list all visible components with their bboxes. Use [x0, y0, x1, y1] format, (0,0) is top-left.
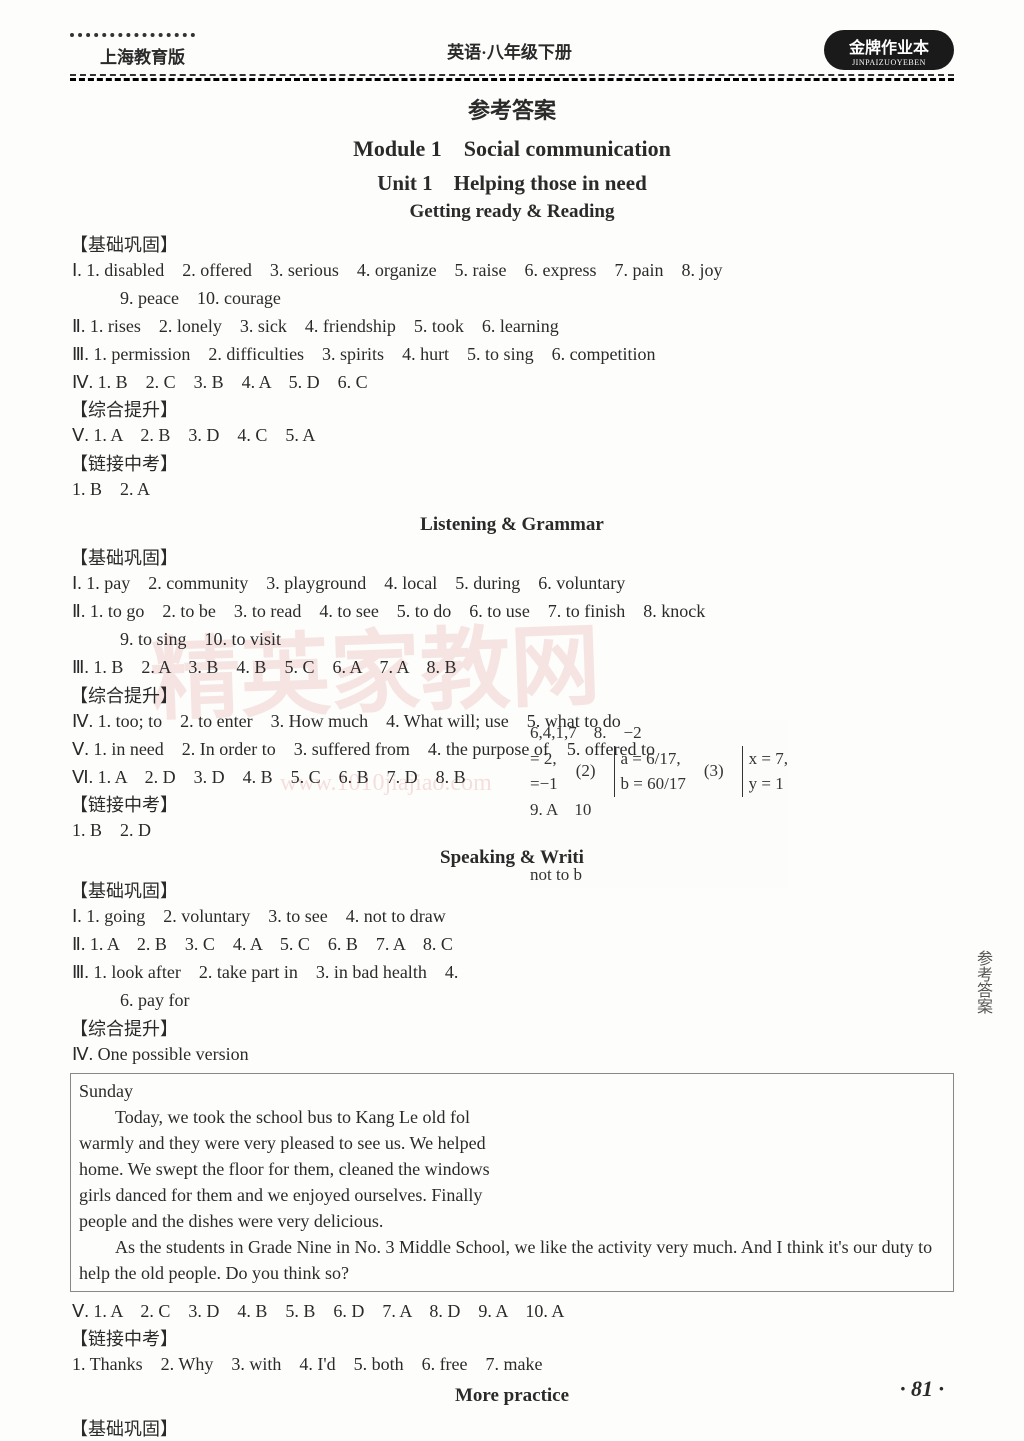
answer-text: Ⅱ. 1. to go 2. to be 3. to read 4. to se… — [70, 598, 954, 626]
answer-text: 1. B 2. A — [70, 476, 954, 504]
label-comp-2: 【综合提升】 — [70, 682, 954, 708]
essay-line: people and the dishes were very deliciou… — [79, 1208, 945, 1234]
answer-text: Ⅰ. 1. disabled 2. offered 3. serious 4. … — [70, 257, 954, 285]
label-basic-3: 【基础巩固】 — [70, 877, 954, 903]
answer-text: Ⅵ. 1. A 2. D 3. D 4. B 5. C 6. B 7. D 8.… — [70, 764, 954, 792]
badge-pinyin: JINPAIZUOYEBEN — [852, 58, 926, 67]
answer-text: Ⅲ. 1. look after 2. take part in 3. in b… — [70, 959, 954, 987]
page-header: 上海教育版 英语·八年级下册 金牌作业本 JINPAIZUOYEBEN — [70, 30, 954, 76]
header-subject: 英语·八年级下册 — [447, 38, 572, 63]
answer-text: Ⅴ. 1. A 2. C 3. D 4. B 5. B 6. D 7. A 8.… — [70, 1298, 954, 1326]
essay-line: As the students in Grade Nine in No. 3 M… — [79, 1234, 945, 1286]
answer-text: Ⅰ. 1. going 2. voluntary 3. to see 4. no… — [70, 903, 954, 931]
section-title-4: More practice — [70, 1385, 954, 1407]
answer-text: Ⅳ. One possible version — [70, 1041, 954, 1069]
label-comp-1: 【综合提升】 — [70, 396, 954, 422]
label-exam-1: 【链接中考】 — [70, 450, 954, 476]
answer-text: 1. B 2. D — [70, 817, 954, 845]
answer-text: Ⅰ. 1. pay 2. community 3. playground 4. … — [70, 570, 954, 598]
page-title: 参考答案 — [70, 93, 954, 125]
label-exam-2: 【链接中考】 — [70, 791, 954, 817]
label-basic-2: 【基础巩固】 — [70, 544, 954, 570]
answer-text: Ⅳ. 1. too; to 2. to enter 3. How much 4.… — [70, 708, 954, 736]
label-basic-4: 【基础巩固】 — [70, 1415, 954, 1441]
answer-text: 1. Thanks 2. Why 3. with 4. I'd 5. both … — [70, 1351, 954, 1379]
essay-box: Sunday Today, we took the school bus to … — [70, 1073, 954, 1292]
essay-line: girls danced for them and we enjoyed our… — [79, 1182, 945, 1208]
essay-day: Sunday — [79, 1078, 945, 1104]
side-label: 参考答案 — [970, 950, 994, 1014]
answer-text: 6. pay for — [70, 987, 954, 1015]
section-title-2: Listening & Grammar — [70, 514, 954, 536]
header-badge: 金牌作业本 JINPAIZUOYEBEN — [824, 30, 954, 70]
answer-text: Ⅳ. 1. B 2. C 3. B 4. A 5. D 6. C — [70, 369, 954, 397]
label-basic-1: 【基础巩固】 — [70, 231, 954, 257]
essay-line: Today, we took the school bus to Kang Le… — [79, 1104, 945, 1130]
label-exam-3: 【链接中考】 — [70, 1325, 954, 1351]
answer-text: Ⅲ. 1. B 2. A 3. B 4. B 5. C 6. A 7. A 8.… — [70, 654, 954, 682]
essay-line: home. We swept the floor for them, clean… — [79, 1156, 945, 1182]
label-comp-3: 【综合提升】 — [70, 1015, 954, 1041]
answer-text: Ⅴ. 1. A 2. B 3. D 4. C 5. A — [70, 422, 954, 450]
answer-text: 9. to sing 10. to visit — [70, 626, 954, 654]
answer-text: Ⅱ. 1. rises 2. lonely 3. sick 4. friends… — [70, 313, 954, 341]
essay-line: warmly and they were very pleased to see… — [79, 1130, 945, 1156]
header-divider — [70, 78, 954, 81]
answer-text: Ⅱ. 1. A 2. B 3. C 4. A 5. C 6. B 7. A 8.… — [70, 931, 954, 959]
header-publisher: 上海教育版 — [70, 33, 195, 68]
badge-title: 金牌作业本 — [849, 34, 929, 58]
module-title: Module 1 Social communication — [70, 131, 954, 163]
answer-text: Ⅲ. 1. permission 2. difficulties 3. spir… — [70, 341, 954, 369]
unit-title: Unit 1 Helping those in need — [70, 167, 954, 197]
answer-text: Ⅴ. 1. in need 2. In order to 3. suffered… — [70, 736, 954, 764]
answer-text: 9. peace 10. courage — [70, 285, 954, 313]
section-title-1: Getting ready & Reading — [70, 201, 954, 223]
section-title-3: Speaking & Writi — [70, 847, 954, 869]
